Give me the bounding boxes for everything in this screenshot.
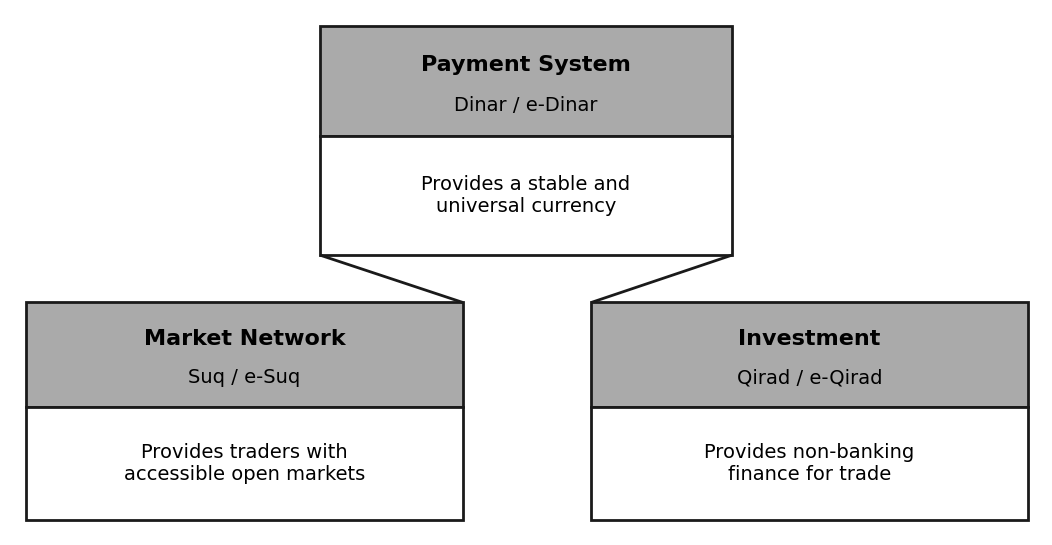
Text: Suq / e-Suq: Suq / e-Suq — [188, 368, 301, 387]
Text: Qirad / e-Qirad: Qirad / e-Qirad — [736, 368, 883, 387]
Text: Investment: Investment — [739, 329, 881, 349]
Bar — [26, 407, 463, 520]
Bar — [320, 136, 732, 255]
Text: Market Network: Market Network — [144, 329, 345, 349]
Bar — [26, 302, 463, 407]
Text: Provides traders with
accessible open markets: Provides traders with accessible open ma… — [124, 443, 365, 485]
Text: Provides non-banking
finance for trade: Provides non-banking finance for trade — [705, 443, 914, 485]
Text: Provides a stable and
universal currency: Provides a stable and universal currency — [422, 175, 630, 216]
Bar — [320, 26, 732, 136]
Text: Payment System: Payment System — [421, 54, 631, 75]
Bar — [591, 302, 1028, 407]
Text: Dinar / e-Dinar: Dinar / e-Dinar — [454, 96, 598, 115]
Bar — [591, 407, 1028, 520]
